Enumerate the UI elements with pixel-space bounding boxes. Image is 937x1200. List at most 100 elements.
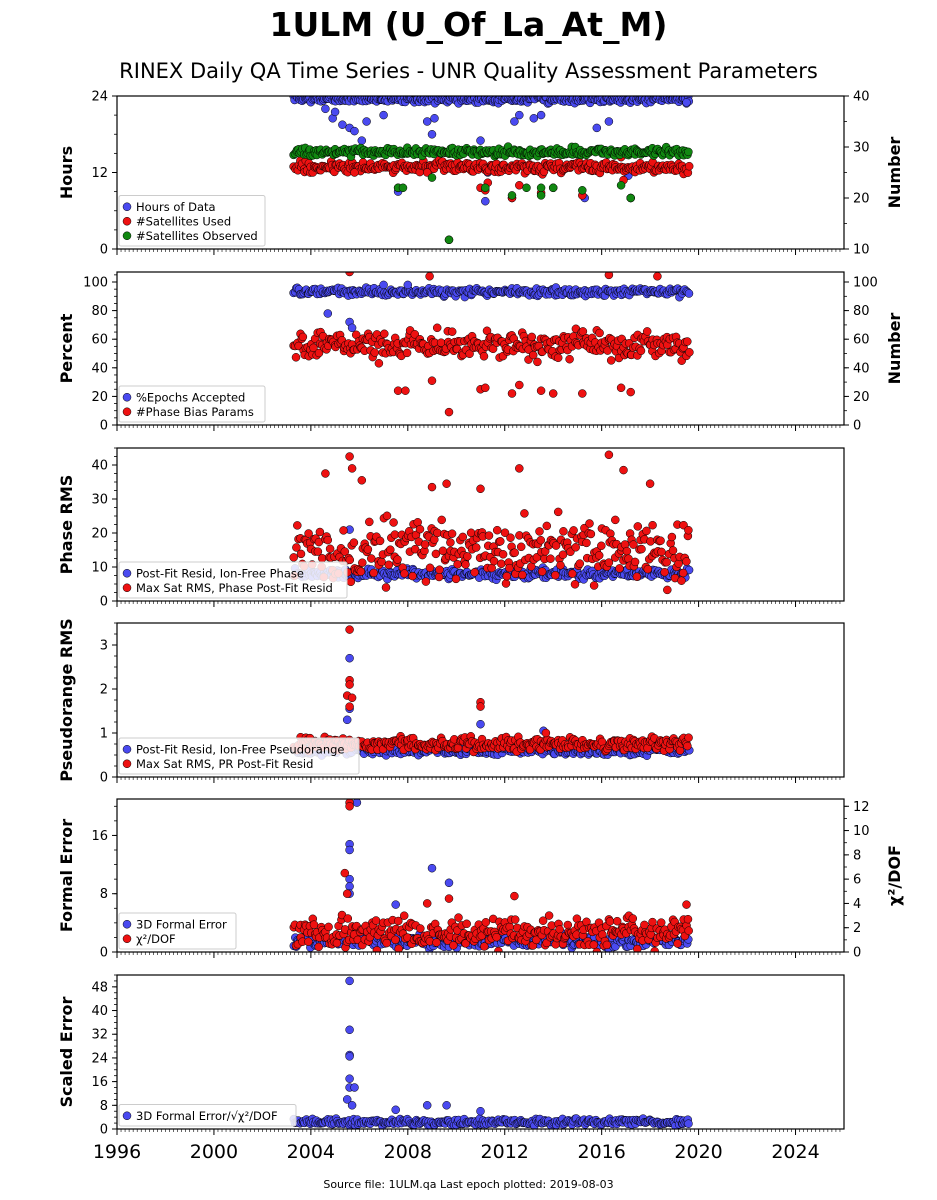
data-point [594, 551, 604, 560]
data-point [375, 536, 385, 546]
data-point [684, 147, 693, 157]
y-tick-label: 80 [91, 304, 108, 319]
figure-title: 1ULM (U_Of_La_At_M) [270, 5, 668, 44]
data-point [471, 543, 481, 552]
data-point [673, 939, 682, 948]
data-point [683, 914, 693, 924]
outlier-point [379, 280, 388, 290]
data-point [657, 547, 666, 557]
y-axis-label: Formal Error [57, 819, 76, 932]
data-point [556, 561, 565, 570]
outlier-point [347, 323, 357, 333]
data-point [684, 525, 693, 535]
y-tick-label: 40 [91, 459, 108, 474]
data-point [656, 918, 666, 927]
outlier-point [604, 272, 614, 280]
data-point [637, 544, 646, 554]
outlier-point [345, 702, 354, 711]
y-axis-label: Hours [57, 146, 76, 199]
data-point [570, 580, 580, 589]
data-point [559, 527, 568, 536]
data-point [585, 519, 594, 528]
y-tick-label: 2 [100, 683, 108, 698]
data-point [595, 328, 604, 338]
data-point [500, 528, 510, 537]
data-point [492, 932, 501, 942]
y2-tick-label: 40 [853, 90, 870, 105]
outlier-point [345, 625, 354, 634]
data-point [374, 359, 384, 368]
data-point [446, 538, 455, 547]
outlier-point [536, 110, 546, 120]
outlier-point [444, 235, 454, 245]
data-point [380, 329, 389, 339]
y-tick-label: 20 [91, 527, 108, 542]
data-point [291, 353, 301, 362]
panel-3: 0 10 20 30 40 Phase RMS Post-Fit Resid, Ion-Fr… [57, 447, 845, 610]
data-point [296, 549, 306, 559]
outlier-point [645, 479, 655, 488]
outlier-point [536, 183, 546, 193]
data-point [542, 521, 552, 531]
legend-marker [122, 569, 132, 578]
data-point [479, 352, 489, 361]
outlier-point [481, 196, 490, 206]
outlier-point [476, 136, 485, 145]
data-point [615, 564, 624, 573]
legend-label: #Satellites Observed [136, 229, 258, 243]
data-point [465, 349, 474, 359]
outlier-point [515, 464, 524, 473]
data-point [434, 572, 444, 582]
data-point [662, 557, 671, 567]
data-point [309, 343, 318, 353]
series-2-2 [289, 272, 694, 417]
outlier-point [604, 117, 614, 126]
outlier-point [391, 900, 400, 909]
data-point [343, 914, 353, 923]
data-point [323, 535, 333, 545]
data-point [314, 942, 323, 952]
data-point [394, 944, 403, 952]
data-point [309, 920, 319, 929]
data-point [586, 529, 596, 539]
data-point [393, 555, 402, 564]
data-point [640, 920, 649, 930]
data-point [386, 545, 395, 554]
y2-tick-label: 4 [853, 897, 861, 912]
data-point [684, 161, 694, 171]
legend-marker [122, 759, 132, 768]
data-point [381, 583, 391, 592]
outlier-point [403, 280, 413, 290]
data-point [527, 332, 537, 342]
y-tick-label: 3 [100, 639, 108, 654]
data-point [565, 354, 574, 364]
outlier-point [330, 107, 340, 117]
outlier-point [481, 383, 490, 393]
y2-tick-label: 10 [853, 243, 870, 258]
data-point [575, 559, 585, 568]
data-point [660, 567, 669, 577]
data-point [324, 922, 333, 932]
data-point [516, 542, 526, 552]
data-point [332, 938, 342, 948]
series-2-1 [289, 280, 694, 333]
data-point [367, 554, 376, 563]
y-tick-label: 0 [100, 946, 108, 961]
data-point [314, 348, 324, 358]
series-1-2 [289, 152, 694, 245]
data-point [447, 529, 457, 538]
y2-tick-label: 12 [853, 800, 870, 815]
data-point [431, 549, 441, 559]
data-point [551, 570, 560, 580]
data-point [432, 323, 442, 333]
data-point [571, 543, 580, 552]
data-point [555, 925, 564, 934]
data-point [496, 537, 505, 546]
data-point [589, 940, 599, 950]
outlier-point [682, 900, 691, 909]
data-point [399, 911, 409, 920]
outlier-point [682, 98, 691, 107]
